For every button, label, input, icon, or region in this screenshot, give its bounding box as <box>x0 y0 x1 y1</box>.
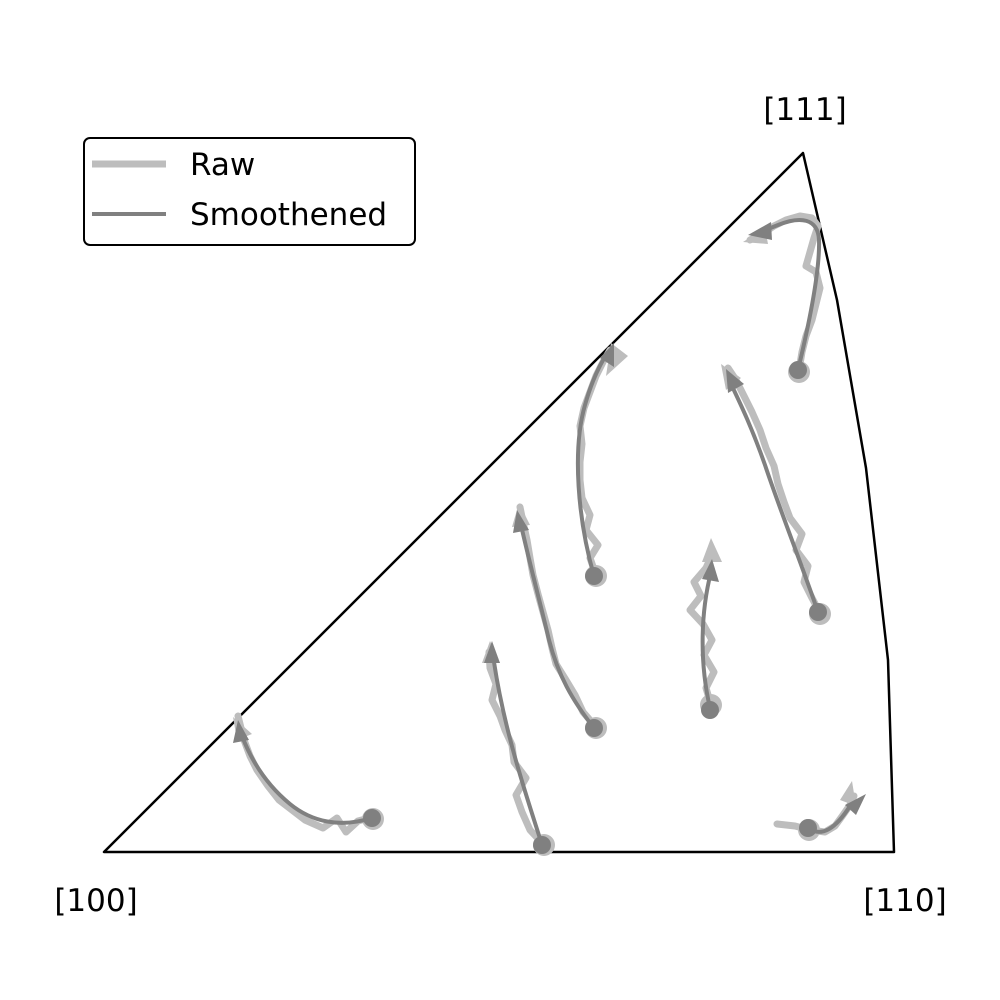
smooth-start-marker <box>809 603 827 621</box>
smooth-arrowhead <box>513 510 529 533</box>
trajectory-6 <box>721 364 831 625</box>
smooth-start-marker <box>585 567 603 585</box>
smooth-arrowhead <box>484 641 500 663</box>
trajectory-3 <box>512 503 607 739</box>
pole-label-110: [110] <box>863 883 946 919</box>
smooth-arrowhead <box>233 720 249 743</box>
pole-label-100: [100] <box>54 883 137 919</box>
trajectory-7 <box>743 212 824 383</box>
smooth-path <box>240 735 373 825</box>
pole-label-111: [111] <box>763 92 846 128</box>
smooth-start-marker <box>701 701 719 719</box>
raw-arrowhead <box>840 781 856 806</box>
smooth-arrowhead <box>726 369 744 393</box>
trajectory-1 <box>233 712 384 836</box>
legend-box <box>83 137 416 246</box>
smooth-start-marker <box>799 819 817 837</box>
smooth-path <box>575 350 610 577</box>
smooth-arrowhead <box>702 559 719 582</box>
trajectory-2 <box>482 641 555 856</box>
smooth-start-marker <box>363 809 381 827</box>
smooth-start-marker <box>533 836 551 854</box>
raw-arrowhead <box>702 538 722 562</box>
trajectory-5 <box>686 538 722 719</box>
smooth-path <box>492 661 544 846</box>
legend-smooth-label: Smoothened <box>190 197 387 233</box>
smooth-start-marker <box>789 361 807 379</box>
smooth-arrowhead <box>600 343 614 367</box>
smooth-arrowhead <box>748 222 772 240</box>
smooth-start-marker <box>585 719 603 737</box>
legend-raw-label: Raw <box>190 147 255 183</box>
trajectory-4 <box>575 343 628 587</box>
legend: Raw Smoothened <box>83 137 416 246</box>
smooth-path <box>700 571 713 709</box>
smooth-path <box>519 524 596 730</box>
smooth-path <box>729 383 820 613</box>
ipf-triangle-outline <box>102 151 896 854</box>
trajectory-8 <box>773 781 866 841</box>
smooth-arrowhead <box>845 794 866 815</box>
